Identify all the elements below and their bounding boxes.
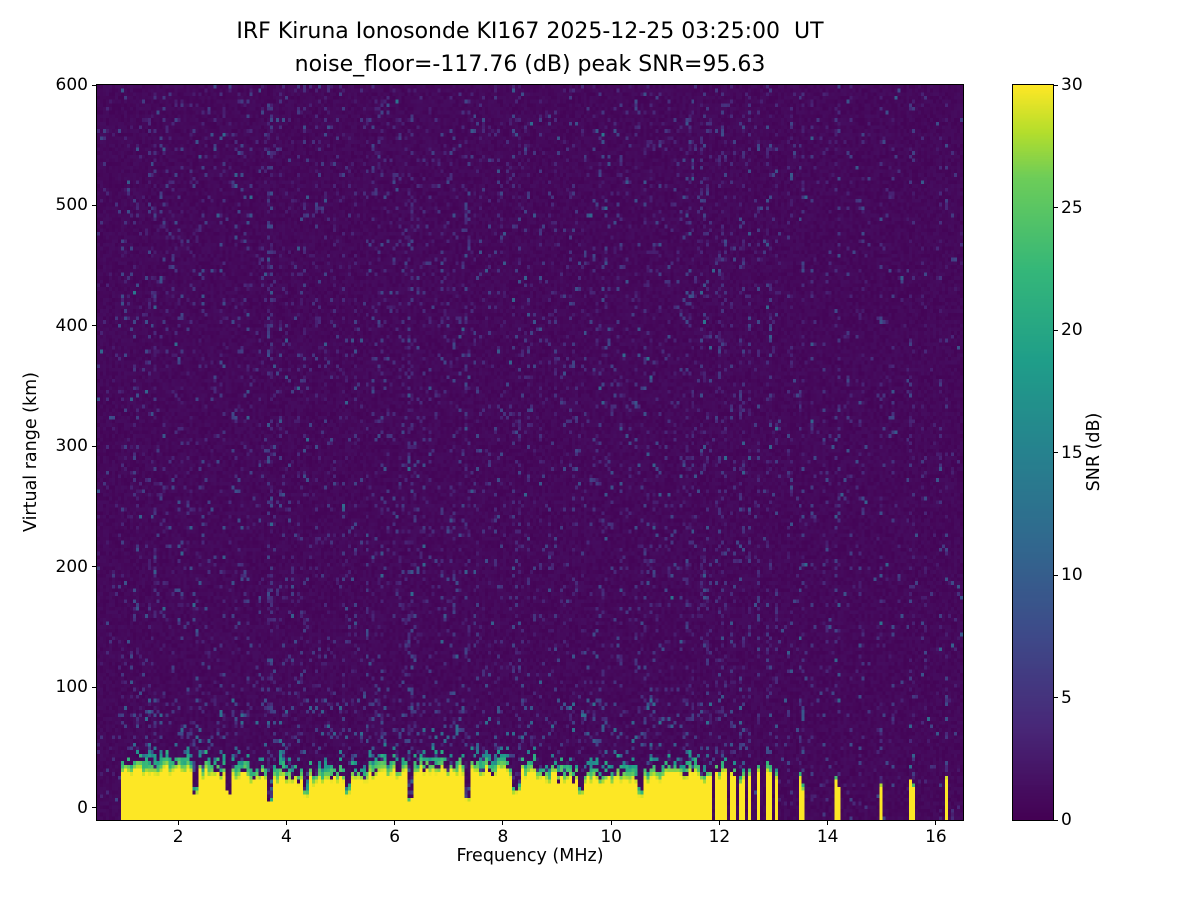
title-line-2: noise_floor=-117.76 (dB) peak SNR=95.63 [294, 52, 766, 77]
colorbar-tick-mark [1054, 574, 1058, 576]
colorbar-tick-label: 10 [1061, 565, 1083, 585]
y-tick-mark [92, 325, 96, 327]
x-tick-label: 6 [389, 827, 401, 847]
colorbar-tick-label: 30 [1061, 75, 1083, 95]
y-tick-mark [92, 84, 96, 86]
x-tick-mark [177, 821, 179, 825]
title-line-1: IRF Kiruna Ionosonde KI167 2025-12-25 03… [236, 19, 824, 44]
x-tick-label: 4 [281, 827, 292, 847]
y-tick-label: 500 [55, 195, 88, 216]
colorbar-label: SNR (dB) [1084, 412, 1104, 492]
y-tick-mark [92, 566, 96, 568]
y-tick-label: 600 [55, 75, 88, 95]
colorbar-tick-mark [1054, 697, 1058, 698]
colorbar-tick-mark [1054, 452, 1058, 453]
colorbar-tick-label: 5 [1061, 687, 1072, 708]
colorbar-tick-label: 0 [1061, 810, 1072, 830]
plot-area [96, 84, 964, 821]
y-tick-label: 100 [55, 677, 88, 698]
y-axis-label: Virtual range (km) [21, 371, 41, 533]
x-tick-label: 16 [925, 827, 947, 847]
y-tick-label: 200 [55, 556, 88, 577]
x-tick-mark [610, 821, 612, 825]
colorbar-tick-label: 20 [1061, 320, 1083, 340]
figure-title: IRF Kiruna Ionosonde KI167 2025-12-25 03… [97, 15, 963, 81]
colorbar-tick-mark [1054, 207, 1058, 208]
x-tick-mark [935, 821, 937, 825]
x-tick-label: 14 [816, 827, 839, 847]
x-tick-mark [827, 821, 829, 825]
x-tick-mark [394, 821, 396, 825]
x-tick-mark [718, 821, 720, 825]
colorbar-gradient [1013, 85, 1053, 820]
x-tick-label: 12 [708, 827, 731, 847]
x-tick-label: 8 [497, 827, 509, 847]
y-tick-label: 400 [55, 315, 88, 336]
colorbar-tick-label: 15 [1061, 442, 1083, 463]
colorbar-tick-label: 25 [1061, 197, 1083, 218]
colorbar-tick-mark [1054, 84, 1058, 86]
x-tick-mark [502, 821, 504, 825]
y-tick-mark [92, 204, 96, 206]
y-tick-label: 0 [77, 797, 88, 818]
heatmap-canvas [97, 85, 963, 820]
x-tick-label: 2 [172, 827, 184, 847]
y-tick-mark [92, 807, 96, 809]
x-axis-label: Frequency (MHz) [456, 846, 604, 866]
colorbar-tick-mark [1054, 819, 1058, 821]
y-tick-label: 300 [55, 436, 88, 457]
x-tick-mark [285, 821, 287, 825]
colorbar-tick-mark [1054, 329, 1058, 331]
y-tick-mark [92, 445, 96, 447]
x-tick-label: 10 [600, 827, 623, 847]
y-tick-mark [92, 686, 96, 688]
colorbar [1012, 84, 1054, 821]
